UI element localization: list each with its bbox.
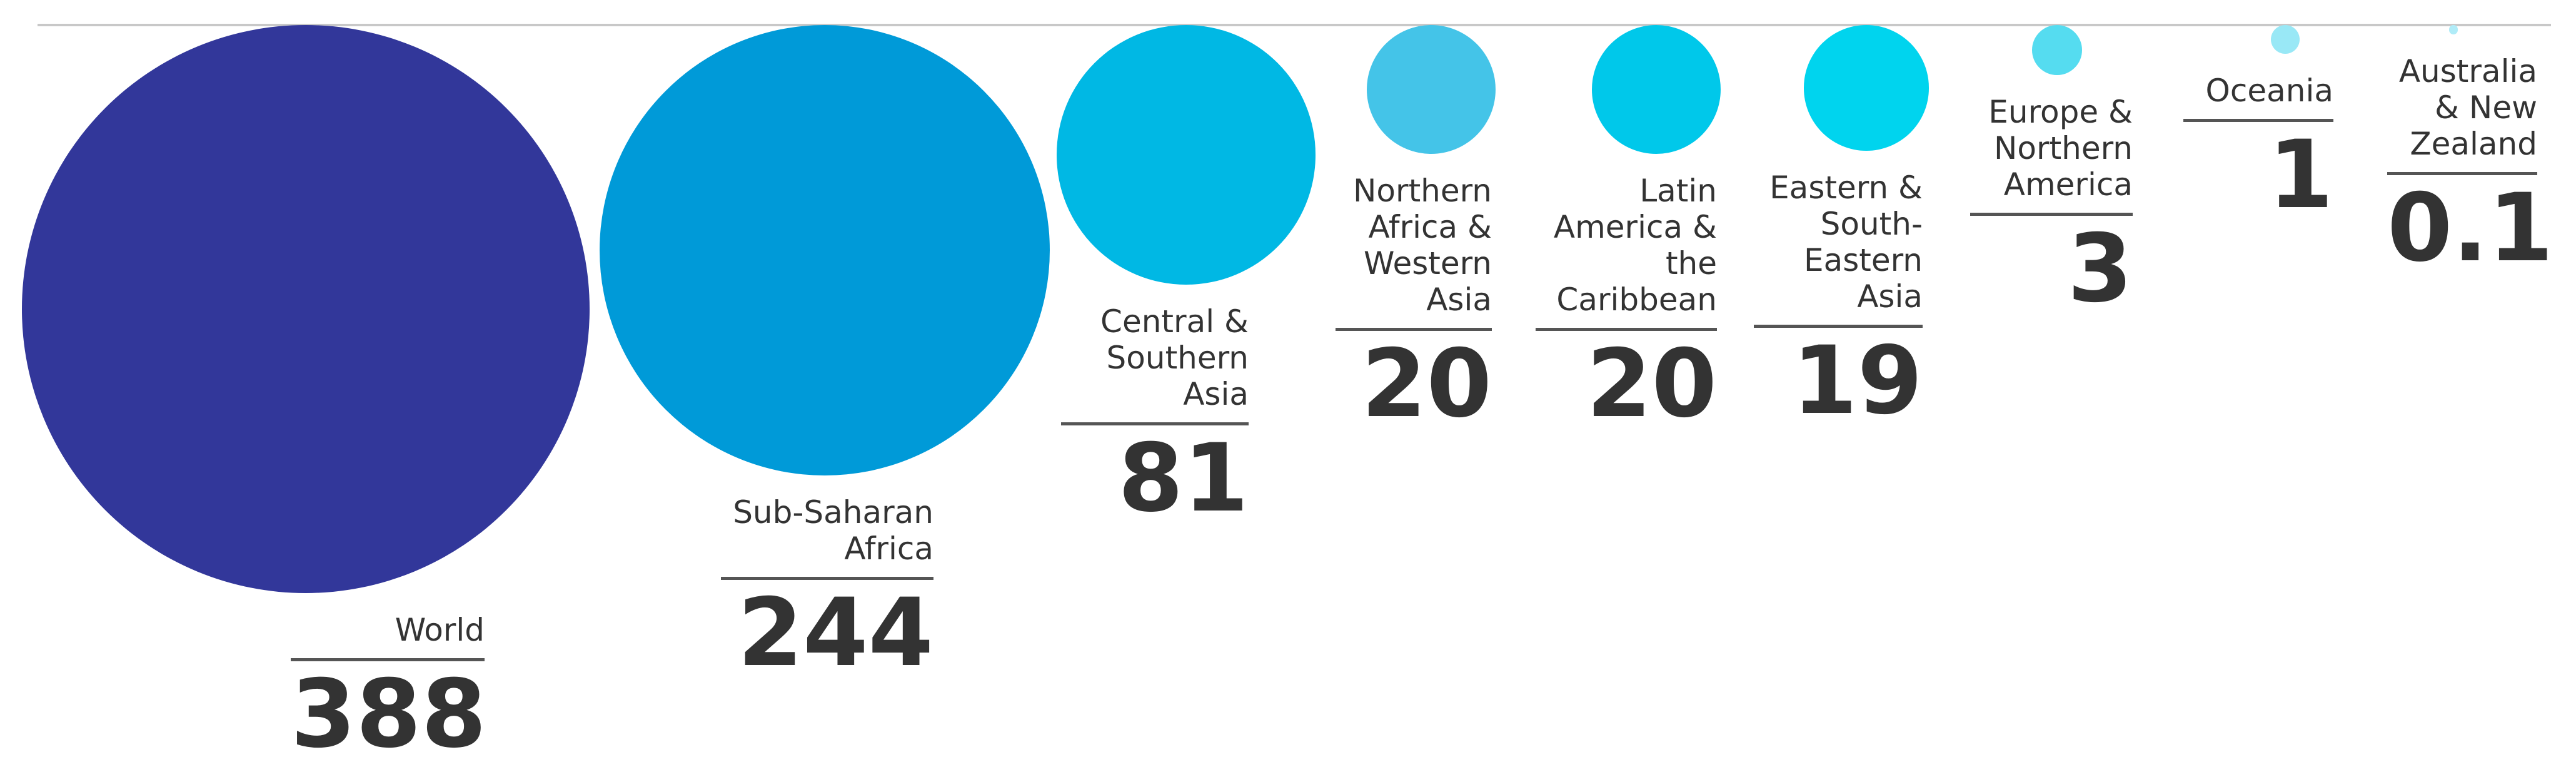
bubble xyxy=(2032,25,2082,75)
value-label: 19 xyxy=(1792,326,1923,435)
label-group: Eastern & South-Eastern Asia 19 xyxy=(1754,170,1923,434)
bubble xyxy=(1366,25,1496,155)
category-label: Central & Southern Asia xyxy=(1061,303,1249,425)
value-label: 20 xyxy=(1361,330,1492,439)
label-group: Central & Southern Asia 81 xyxy=(1061,303,1249,532)
value-label: 81 xyxy=(1118,424,1249,533)
category-label: Northern Africa & Western Asia xyxy=(1336,173,1492,332)
bubble xyxy=(2448,25,2458,34)
bubble xyxy=(22,25,590,593)
bubble xyxy=(599,25,1050,476)
label-group: Northern Africa & Western Asia 20 xyxy=(1336,173,1492,437)
value-label: 3 xyxy=(2067,214,2133,323)
category-label: World xyxy=(291,612,485,661)
category-label: Eastern & South-Eastern Asia xyxy=(1754,170,1923,328)
category-label: Australia & New Zealand xyxy=(2387,53,2537,175)
bubble xyxy=(1591,25,1721,155)
category-label: Oceania xyxy=(2183,73,2333,123)
label-group: Oceania 1 xyxy=(2183,73,2333,228)
label-group: Europe & Northern America 3 xyxy=(1970,94,2133,322)
value-label: 20 xyxy=(1586,330,1717,439)
category-label: Latin America & the Caribbean xyxy=(1536,173,1717,332)
value-label: 244 xyxy=(737,579,933,688)
value-label: 0.1 xyxy=(2387,173,2553,283)
label-group: World 388 xyxy=(291,612,487,762)
label-group: Australia & New Zealand 0.1 xyxy=(2387,53,2553,283)
label-group: Sub-Saharan Africa 244 xyxy=(721,494,933,686)
category-label: Europe & Northern America xyxy=(1970,94,2133,216)
value-label: 388 xyxy=(291,660,487,762)
label-group: Latin America & the Caribbean 20 xyxy=(1536,173,1717,437)
top-rule xyxy=(38,24,2551,26)
category-label: Sub-Saharan Africa xyxy=(721,494,933,581)
bubble xyxy=(1056,25,1316,285)
bubble xyxy=(1803,25,1929,151)
value-label: 1 xyxy=(2268,121,2333,230)
bubble xyxy=(2270,25,2300,54)
